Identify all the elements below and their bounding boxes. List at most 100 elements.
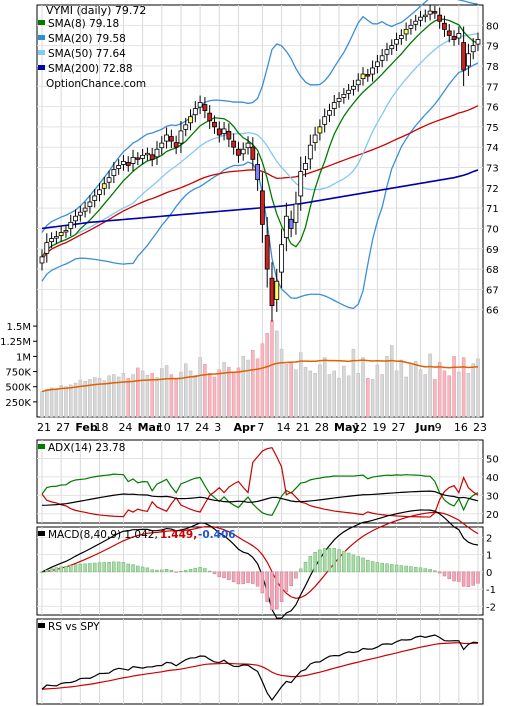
volume-tick-label: 250K xyxy=(5,398,31,409)
x-tick-label: 27 xyxy=(56,421,70,434)
macd-histogram-bar xyxy=(255,571,260,587)
candle-body xyxy=(63,230,69,233)
macd-histogram-bar xyxy=(447,571,452,580)
macd-histogram-bar xyxy=(102,562,107,573)
volume-tick-label: 750K xyxy=(5,368,31,379)
macd-histogram-bar xyxy=(342,550,346,573)
volume-bar xyxy=(375,364,380,418)
candle-body xyxy=(346,89,352,94)
macd-histogram-bar xyxy=(198,567,202,573)
macd-histogram-bar xyxy=(380,562,384,573)
macd-histogram-bar xyxy=(246,571,250,583)
macd-histogram-bar xyxy=(155,569,159,573)
volume-bar xyxy=(433,379,437,418)
macd-histogram-bar xyxy=(457,571,461,582)
x-tick-label: 23 xyxy=(473,421,487,434)
adx-tick-label: 50 xyxy=(486,454,499,465)
volume-bar xyxy=(160,368,164,418)
volume-bar xyxy=(49,387,54,418)
macd-histogram-bar xyxy=(361,557,365,573)
x-tick-label: 24 xyxy=(118,421,132,434)
x-tick-label: 16 xyxy=(454,421,468,434)
price-tick-label: 77 xyxy=(486,82,499,93)
volume-bar xyxy=(418,369,423,418)
macd-histogram-bar xyxy=(303,561,308,573)
macd-histogram-bar xyxy=(64,566,68,573)
macd-histogram-bar xyxy=(54,567,59,573)
macd-histogram-bar xyxy=(294,571,298,579)
volume-bar xyxy=(88,379,92,418)
macd-histogram-bar xyxy=(241,571,245,585)
macd-histogram-bar xyxy=(217,571,222,578)
price-tick-label: 72 xyxy=(486,184,499,195)
volume-bar xyxy=(198,357,202,418)
volume-bar xyxy=(169,374,174,418)
candle-body xyxy=(77,211,83,216)
macd-histogram-bar xyxy=(399,565,404,573)
macd-signal-line xyxy=(41,511,479,599)
price-tick-label: 78 xyxy=(486,62,499,73)
macd-histogram-bar xyxy=(332,548,337,573)
price-legend: VYMI (daily) 79.72 SMA(8) 79.18 SMA(20) … xyxy=(38,4,146,90)
volume-bar xyxy=(212,376,217,418)
volume-bar xyxy=(380,374,384,418)
macd-histogram-bar xyxy=(160,569,164,573)
x-tick-label: 17 xyxy=(176,421,190,434)
volume-tick-label: 500K xyxy=(5,383,31,394)
macd-histogram-bar xyxy=(322,548,327,573)
macd-histogram-bar xyxy=(183,570,188,573)
candle-body xyxy=(446,30,452,36)
x-tick-label: 24 xyxy=(195,421,209,434)
candle-body xyxy=(398,35,404,39)
candle-body xyxy=(269,277,275,307)
legend-label-sma20: SMA(20) 79.58 xyxy=(48,33,126,45)
x-tick-label: 21 xyxy=(296,421,310,434)
candle-body xyxy=(145,152,150,156)
macd-histogram-bar xyxy=(413,566,418,573)
volume-bar xyxy=(447,375,452,418)
candle-body xyxy=(130,156,136,164)
candle-body xyxy=(475,39,481,45)
minus-di-line xyxy=(41,447,479,518)
macd-histogram-bar xyxy=(265,571,269,602)
macd-histogram-bar xyxy=(92,562,97,573)
candle-body xyxy=(327,110,332,116)
volume-bar xyxy=(399,359,404,418)
volume-bar xyxy=(351,348,356,418)
price-tick-label: 71 xyxy=(486,204,499,215)
volume-bar xyxy=(54,388,59,418)
candle-body xyxy=(370,67,375,75)
source-label: OptionChance.com xyxy=(46,78,146,90)
adx-tick-label: 40 xyxy=(486,473,499,484)
candle-body xyxy=(374,61,380,67)
volume-bar xyxy=(207,373,212,418)
volume-bar xyxy=(413,360,418,418)
price-tick-label: 73 xyxy=(486,164,499,175)
macd-histogram-bar xyxy=(83,563,87,573)
x-tick-label: 7 xyxy=(257,421,264,434)
macd-line xyxy=(41,509,479,619)
candle-body xyxy=(351,85,356,90)
volume-bar xyxy=(385,356,389,418)
volume-bar xyxy=(289,362,293,418)
macd-histogram-bar xyxy=(404,565,408,573)
volume-bar xyxy=(366,377,370,418)
volume-bar xyxy=(217,369,222,418)
volume-bar xyxy=(107,375,111,418)
macd-histogram-bar xyxy=(140,566,145,573)
macd-histogram-bar xyxy=(112,561,116,573)
volume-tick-label: 1.5M xyxy=(6,322,31,333)
macd-histogram-bar xyxy=(188,569,193,573)
volume-bar xyxy=(97,377,102,418)
volume-bar xyxy=(121,373,126,418)
x-tick-label: Apr xyxy=(233,421,255,434)
volume-bar xyxy=(442,370,447,418)
grid-lines xyxy=(37,5,483,704)
x-tick-label: Mar xyxy=(138,421,162,434)
volume-bar xyxy=(308,370,313,418)
rs-label: RS vs SPY xyxy=(48,621,100,633)
candle-body xyxy=(341,93,347,98)
volume-bar xyxy=(313,373,317,418)
rs-swatch xyxy=(38,623,45,628)
